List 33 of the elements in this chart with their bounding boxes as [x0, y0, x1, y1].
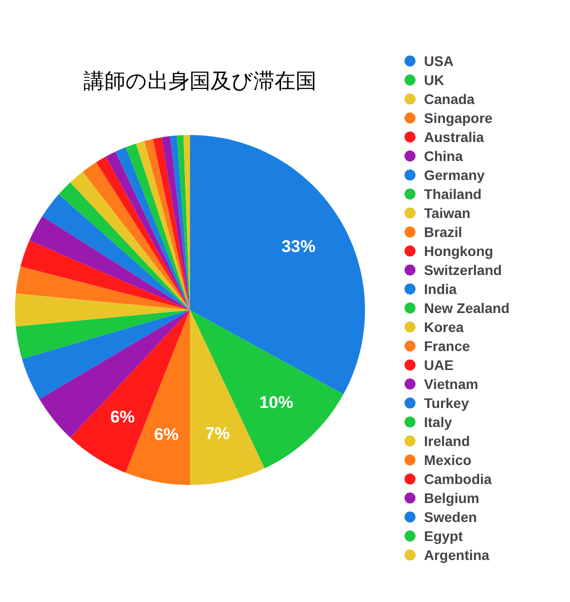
legend-label: Mexico — [424, 452, 472, 468]
legend-label: France — [424, 338, 470, 354]
data-label: 33% — [281, 236, 316, 256]
legend-label: New Zealand — [424, 300, 510, 316]
legend-label: Vietnam — [424, 376, 478, 392]
legend-label: China — [424, 148, 464, 164]
legend-label: Singapore — [424, 110, 493, 126]
legend-label: Taiwan — [424, 205, 470, 221]
text: 講師の出身国及び滞在国 — [84, 70, 316, 93]
legend-label: Italy — [424, 414, 452, 430]
data-label: 6% — [154, 424, 179, 444]
legend-label: UK — [424, 72, 444, 88]
legend-label: Cambodia — [424, 471, 492, 487]
legend-label: Canada — [424, 91, 475, 107]
legend-label: Argentina — [424, 547, 490, 563]
legend-label: Korea — [424, 319, 464, 335]
legend-label: Australia — [424, 129, 484, 145]
data-label: 6% — [110, 407, 135, 426]
legend-label: Germany — [424, 167, 485, 183]
legend-label: Egypt — [424, 528, 464, 544]
legend-label: India — [424, 281, 457, 297]
legend-label: Switzerland — [424, 262, 502, 278]
data-label: 10% — [259, 392, 294, 412]
legend-label: Belgium — [424, 490, 480, 506]
legend-label: Sweden — [424, 509, 477, 525]
legend-label: USA — [424, 53, 454, 69]
legend-label: UAE — [424, 357, 454, 373]
legend-label: Brazil — [424, 224, 462, 240]
legend-label: Ireland — [424, 433, 470, 449]
data-label: 7% — [205, 424, 230, 443]
legend-label: Hongkong — [424, 243, 494, 259]
legend-label: Turkey — [424, 395, 470, 411]
legend-label: Thailand — [424, 186, 482, 202]
